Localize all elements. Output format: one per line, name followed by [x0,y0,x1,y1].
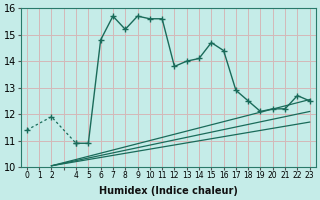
X-axis label: Humidex (Indice chaleur): Humidex (Indice chaleur) [99,186,238,196]
